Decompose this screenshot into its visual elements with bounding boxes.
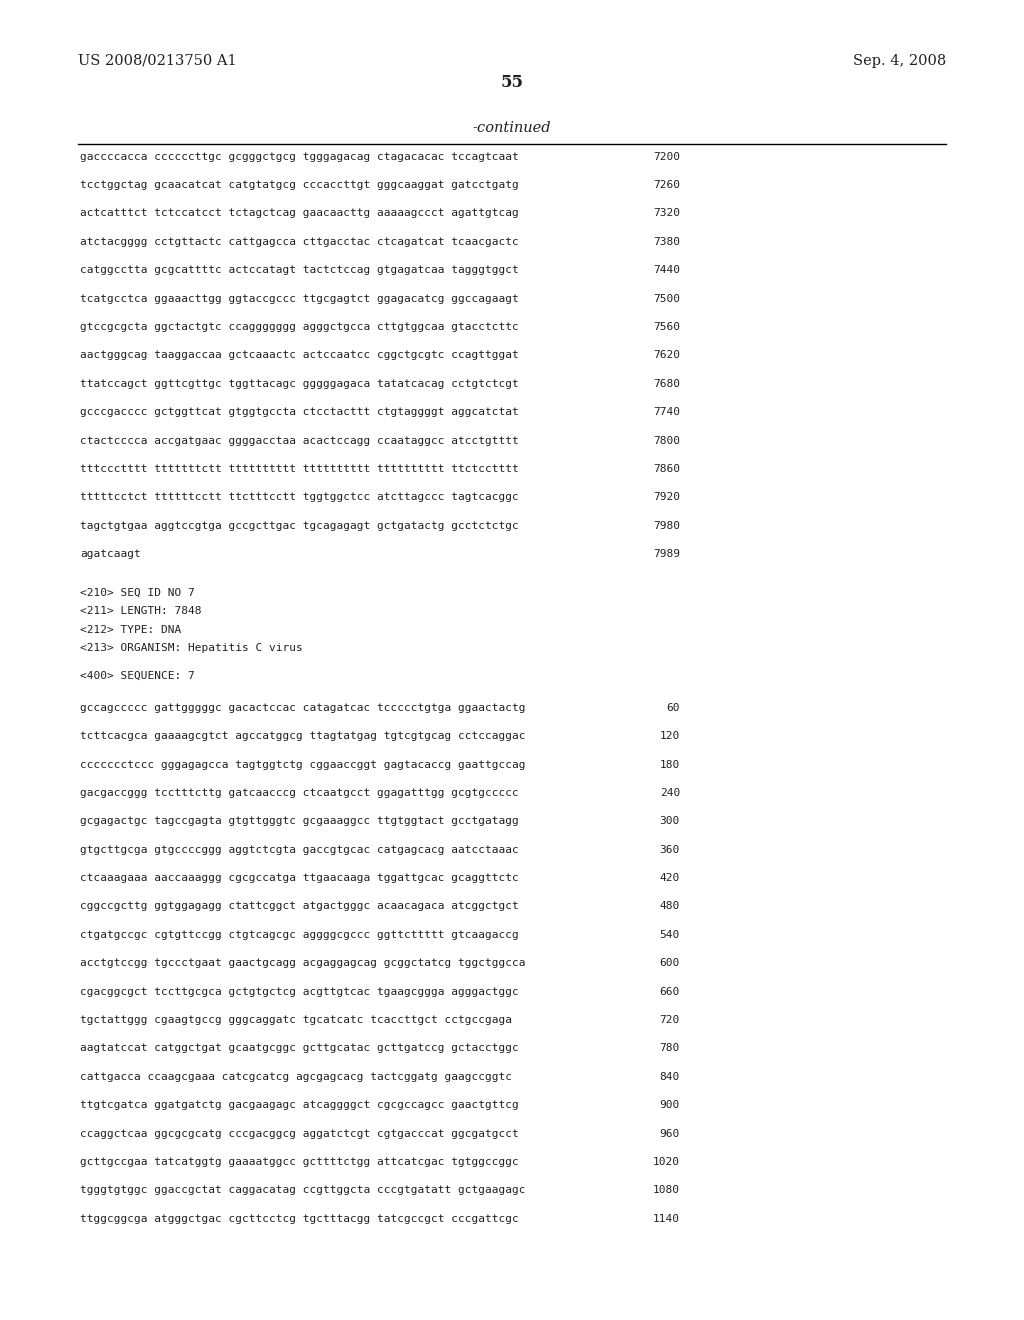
- Text: 7200: 7200: [653, 152, 680, 162]
- Text: cgacggcgct tccttgcgca gctgtgctcg acgttgtcac tgaagcggga agggactggc: cgacggcgct tccttgcgca gctgtgctcg acgttgt…: [80, 986, 518, 997]
- Text: 7860: 7860: [653, 463, 680, 474]
- Text: 660: 660: [659, 986, 680, 997]
- Text: 7500: 7500: [653, 293, 680, 304]
- Text: cattgacca ccaagcgaaa catcgcatcg agcgagcacg tactcggatg gaagccggtc: cattgacca ccaagcgaaa catcgcatcg agcgagca…: [80, 1072, 512, 1082]
- Text: 360: 360: [659, 845, 680, 855]
- Text: 7980: 7980: [653, 520, 680, 531]
- Text: tttccctttt tttttttctt tttttttttt tttttttttt tttttttttt ttctcctttt: tttccctttt tttttttctt tttttttttt ttttttt…: [80, 463, 518, 474]
- Text: ttgtcgatca ggatgatctg gacgaagagc atcaggggct cgcgccagcc gaactgttcg: ttgtcgatca ggatgatctg gacgaagagc atcaggg…: [80, 1100, 518, 1110]
- Text: 60: 60: [667, 702, 680, 713]
- Text: 540: 540: [659, 929, 680, 940]
- Text: 120: 120: [659, 731, 680, 742]
- Text: ccccccctccc gggagagcca tagtggtctg cggaaccggt gagtacaccg gaattgccag: ccccccctccc gggagagcca tagtggtctg cggaac…: [80, 759, 525, 770]
- Text: <211> LENGTH: 7848: <211> LENGTH: 7848: [80, 606, 202, 616]
- Text: 600: 600: [659, 958, 680, 969]
- Text: tagctgtgaa aggtccgtga gccgcttgac tgcagagagt gctgatactg gcctctctgc: tagctgtgaa aggtccgtga gccgcttgac tgcagag…: [80, 520, 518, 531]
- Text: ttggcggcga atgggctgac cgcttcctcg tgctttacgg tatcgccgct cccgattcgc: ttggcggcga atgggctgac cgcttcctcg tgcttta…: [80, 1213, 518, 1224]
- Text: 420: 420: [659, 873, 680, 883]
- Text: ctactcccca accgatgaac ggggacctaa acactccagg ccaataggcc atcctgtttt: ctactcccca accgatgaac ggggacctaa acactcc…: [80, 436, 518, 446]
- Text: <213> ORGANISM: Hepatitis C virus: <213> ORGANISM: Hepatitis C virus: [80, 643, 302, 653]
- Text: tgctattggg cgaagtgccg gggcaggatc tgcatcatc tcaccttgct cctgccgaga: tgctattggg cgaagtgccg gggcaggatc tgcatca…: [80, 1015, 512, 1026]
- Text: 7920: 7920: [653, 492, 680, 503]
- Text: 900: 900: [659, 1100, 680, 1110]
- Text: 7740: 7740: [653, 407, 680, 417]
- Text: ctcaaagaaa aaccaaaggg cgcgccatga ttgaacaaga tggattgcac gcaggttctc: ctcaaagaaa aaccaaaggg cgcgccatga ttgaaca…: [80, 873, 518, 883]
- Text: gcttgccgaa tatcatggtg gaaaatggcc gcttttctgg attcatcgac tgtggccggc: gcttgccgaa tatcatggtg gaaaatggcc gcttttc…: [80, 1156, 518, 1167]
- Text: actcatttct tctccatcct tctagctcag gaacaacttg aaaaagccct agattgtcag: actcatttct tctccatcct tctagctcag gaacaac…: [80, 209, 518, 219]
- Text: 960: 960: [659, 1129, 680, 1139]
- Text: <212> TYPE: DNA: <212> TYPE: DNA: [80, 624, 181, 635]
- Text: <210> SEQ ID NO 7: <210> SEQ ID NO 7: [80, 587, 195, 598]
- Text: 7440: 7440: [653, 265, 680, 276]
- Text: US 2008/0213750 A1: US 2008/0213750 A1: [78, 54, 237, 67]
- Text: gcccgacccc gctggttcat gtggtgccta ctcctacttt ctgtaggggt aggcatctat: gcccgacccc gctggttcat gtggtgccta ctcctac…: [80, 407, 518, 417]
- Text: tgggtgtggc ggaccgctat caggacatag ccgttggcta cccgtgatatt gctgaagagc: tgggtgtggc ggaccgctat caggacatag ccgttgg…: [80, 1185, 525, 1196]
- Text: atctacgggg cctgttactc cattgagcca cttgacctac ctcagatcat tcaacgactc: atctacgggg cctgttactc cattgagcca cttgacc…: [80, 236, 518, 247]
- Text: 7989: 7989: [653, 549, 680, 560]
- Text: gcgagactgc tagccgagta gtgttgggtc gcgaaaggcc ttgtggtact gcctgatagg: gcgagactgc tagccgagta gtgttgggtc gcgaaag…: [80, 816, 518, 826]
- Text: 1020: 1020: [653, 1156, 680, 1167]
- Text: 1080: 1080: [653, 1185, 680, 1196]
- Text: ccaggctcaa ggcgcgcatg cccgacggcg aggatctcgt cgtgacccat ggcgatgcct: ccaggctcaa ggcgcgcatg cccgacggcg aggatct…: [80, 1129, 518, 1139]
- Text: 300: 300: [659, 816, 680, 826]
- Text: 7320: 7320: [653, 209, 680, 219]
- Text: tcttcacgca gaaaagcgtct agccatggcg ttagtatgag tgtcgtgcag cctccaggac: tcttcacgca gaaaagcgtct agccatggcg ttagta…: [80, 731, 525, 742]
- Text: 1140: 1140: [653, 1213, 680, 1224]
- Text: gtgcttgcga gtgccccggg aggtctcgta gaccgtgcac catgagcacg aatcctaaac: gtgcttgcga gtgccccggg aggtctcgta gaccgtg…: [80, 845, 518, 855]
- Text: 7380: 7380: [653, 236, 680, 247]
- Text: 7680: 7680: [653, 379, 680, 389]
- Text: 480: 480: [659, 902, 680, 912]
- Text: agatcaagt: agatcaagt: [80, 549, 140, 560]
- Text: 7560: 7560: [653, 322, 680, 333]
- Text: 7260: 7260: [653, 180, 680, 190]
- Text: ttatccagct ggttcgttgc tggttacagc gggggagaca tatatcacag cctgtctcgt: ttatccagct ggttcgttgc tggttacagc gggggag…: [80, 379, 518, 389]
- Text: aactgggcag taaggaccaa gctcaaactc actccaatcc cggctgcgtc ccagttggat: aactgggcag taaggaccaa gctcaaactc actccaa…: [80, 350, 518, 360]
- Text: 780: 780: [659, 1043, 680, 1053]
- Text: 180: 180: [659, 759, 680, 770]
- Text: gccagccccc gattgggggc gacactccac catagatcac tccccctgtga ggaactactg: gccagccccc gattgggggc gacactccac catagat…: [80, 702, 525, 713]
- Text: ctgatgccgc cgtgttccgg ctgtcagcgc aggggcgccc ggttcttttt gtcaagaccg: ctgatgccgc cgtgttccgg ctgtcagcgc aggggcg…: [80, 929, 518, 940]
- Text: 7620: 7620: [653, 350, 680, 360]
- Text: 7800: 7800: [653, 436, 680, 446]
- Text: Sep. 4, 2008: Sep. 4, 2008: [853, 54, 946, 67]
- Text: cggccgcttg ggtggagagg ctattcggct atgactgggc acaacagaca atcggctgct: cggccgcttg ggtggagagg ctattcggct atgactg…: [80, 902, 518, 912]
- Text: 720: 720: [659, 1015, 680, 1026]
- Text: tcatgcctca ggaaacttgg ggtaccgccc ttgcgagtct ggagacatcg ggccagaagt: tcatgcctca ggaaacttgg ggtaccgccc ttgcgag…: [80, 293, 518, 304]
- Text: catggcctta gcgcattttc actccatagt tactctccag gtgagatcaa tagggtggct: catggcctta gcgcattttc actccatagt tactctc…: [80, 265, 518, 276]
- Text: <400> SEQUENCE: 7: <400> SEQUENCE: 7: [80, 671, 195, 681]
- Text: gaccccacca ccccccttgc gcgggctgcg tgggagacag ctagacacac tccagtcaat: gaccccacca ccccccttgc gcgggctgcg tgggaga…: [80, 152, 518, 162]
- Text: acctgtccgg tgccctgaat gaactgcagg acgaggagcag gcggctatcg tggctggcca: acctgtccgg tgccctgaat gaactgcagg acgagga…: [80, 958, 525, 969]
- Text: -continued: -continued: [473, 121, 551, 135]
- Text: aagtatccat catggctgat gcaatgcggc gcttgcatac gcttgatccg gctacctggc: aagtatccat catggctgat gcaatgcggc gcttgca…: [80, 1043, 518, 1053]
- Text: tcctggctag gcaacatcat catgtatgcg cccaccttgt gggcaaggat gatcctgatg: tcctggctag gcaacatcat catgtatgcg cccacct…: [80, 180, 518, 190]
- Text: 55: 55: [501, 74, 523, 91]
- Text: gtccgcgcta ggctactgtc ccaggggggg agggctgcca cttgtggcaa gtacctcttc: gtccgcgcta ggctactgtc ccaggggggg agggctg…: [80, 322, 518, 333]
- Text: tttttcctct ttttttcctt ttctttcctt tggtggctcc atcttagccc tagtcacggc: tttttcctct ttttttcctt ttctttcctt tggtggc…: [80, 492, 518, 503]
- Text: 240: 240: [659, 788, 680, 799]
- Text: gacgaccggg tcctttcttg gatcaacccg ctcaatgcct ggagatttgg gcgtgccccc: gacgaccggg tcctttcttg gatcaacccg ctcaatg…: [80, 788, 518, 799]
- Text: 840: 840: [659, 1072, 680, 1082]
